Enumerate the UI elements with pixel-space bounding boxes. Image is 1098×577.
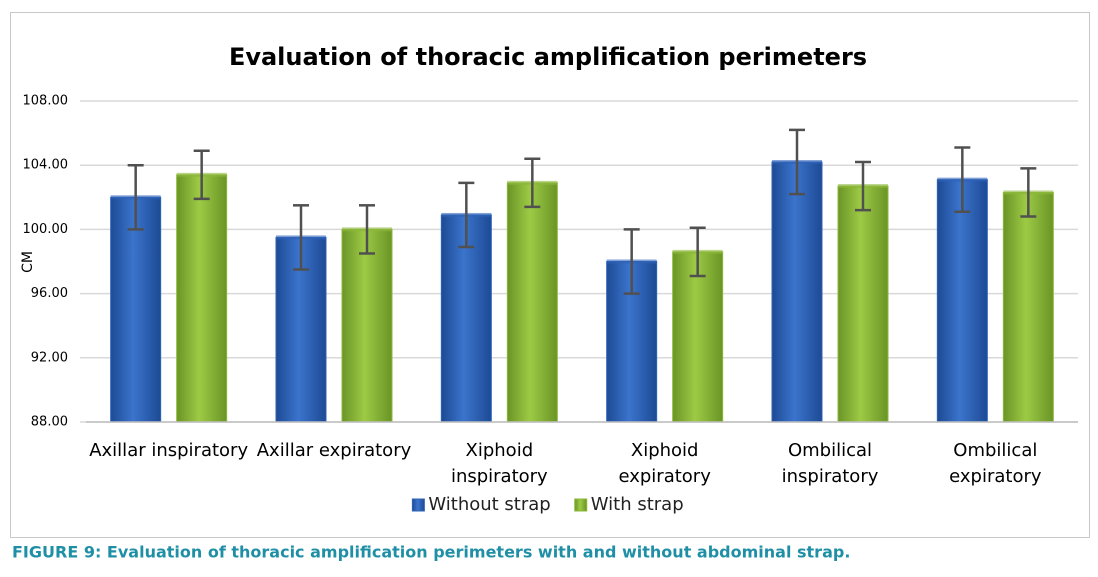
legend-label: With strap — [591, 494, 684, 515]
error-bar — [193, 149, 210, 201]
x-tick-label: Axillar inspiratory — [89, 440, 248, 461]
bar — [672, 251, 724, 423]
x-tick-label: Axillar expiratory — [257, 440, 412, 461]
error-bar — [623, 228, 640, 295]
y-tick-label: 96.00 — [31, 286, 68, 301]
x-tick-label: Ombilical expiratory — [949, 440, 1042, 487]
bar — [110, 196, 162, 423]
chart-title: Evaluation of thoracic amplification per… — [229, 43, 867, 71]
x-tick-label: Ombilical inspiratory — [782, 440, 879, 487]
error-bar — [127, 163, 144, 231]
error-bar — [524, 157, 541, 209]
error-bar — [458, 181, 475, 249]
error-bar — [293, 204, 309, 271]
error-bar — [789, 128, 805, 196]
y-tick-label: 108.00 — [23, 94, 69, 109]
y-tick-label: 104.00 — [23, 158, 69, 173]
y-axis-label: CM — [20, 251, 36, 273]
y-tick-label: 88.00 — [31, 415, 68, 430]
y-tick-label: 100.00 — [23, 222, 69, 237]
bar — [837, 185, 889, 423]
bar — [341, 228, 393, 423]
bar — [1002, 191, 1054, 423]
bar — [440, 214, 492, 423]
legend-swatch — [411, 498, 425, 512]
error-bar — [1020, 167, 1037, 218]
bar — [176, 174, 228, 423]
y-tick-label: 92.00 — [31, 350, 68, 365]
bar — [771, 161, 823, 423]
bar — [506, 182, 558, 423]
bar — [936, 179, 988, 423]
error-bar — [689, 226, 706, 278]
legend-swatch — [574, 498, 588, 512]
legend-label: Without strap — [428, 494, 550, 515]
error-bar — [954, 146, 971, 213]
x-tick-label: Xiphoid expiratory — [618, 440, 711, 487]
error-bar — [855, 160, 871, 212]
caption: FIGURE 9: Evaluation of thoracic amplifi… — [12, 543, 850, 562]
x-tick-label: Xiphoid inspiratory — [451, 440, 548, 487]
error-bar — [359, 204, 375, 255]
